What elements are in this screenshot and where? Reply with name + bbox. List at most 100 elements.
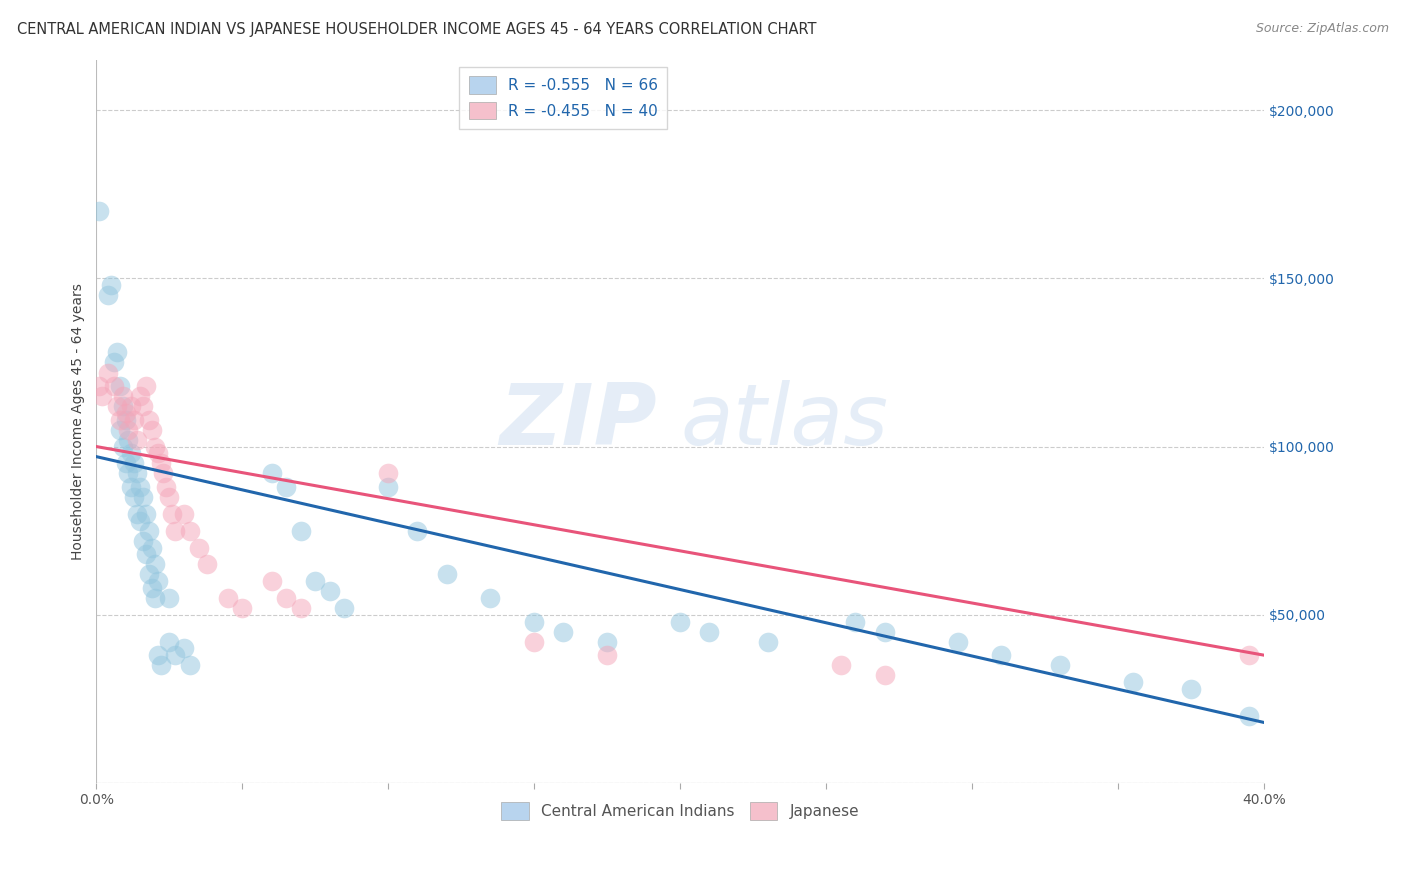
Point [143, 440, 166, 454]
Point [100, 278, 122, 293]
Point [146, 648, 169, 663]
Point [873, 624, 896, 639]
Point [124, 412, 146, 426]
Point [89, 379, 111, 393]
Point [157, 591, 180, 605]
Point [290, 524, 312, 538]
Point [406, 524, 429, 538]
Point [173, 641, 195, 656]
Point [231, 601, 253, 615]
Point [596, 634, 619, 648]
Point [146, 574, 169, 589]
Text: atlas: atlas [681, 380, 889, 463]
Point [149, 658, 172, 673]
Point [141, 423, 163, 437]
Point [1049, 658, 1071, 673]
Legend: Central American Indians, Japanese: Central American Indians, Japanese [495, 797, 865, 826]
Point [553, 624, 575, 639]
Point [260, 467, 283, 481]
Point [124, 456, 146, 470]
Point [129, 389, 152, 403]
Point [132, 399, 155, 413]
Point [143, 558, 166, 572]
Point [319, 584, 342, 599]
Point [141, 541, 163, 555]
Point [596, 648, 619, 663]
Point [290, 601, 312, 615]
Point [135, 507, 157, 521]
Point [143, 591, 166, 605]
Point [120, 446, 142, 460]
Point [844, 615, 866, 629]
Point [274, 480, 297, 494]
Point [1180, 681, 1202, 696]
Point [97, 366, 120, 380]
Point [162, 507, 184, 521]
Point [946, 634, 969, 648]
Point [479, 591, 502, 605]
Text: Source: ZipAtlas.com: Source: ZipAtlas.com [1256, 22, 1389, 36]
Point [173, 507, 195, 521]
Point [377, 467, 399, 481]
Point [304, 574, 326, 589]
Point [138, 567, 160, 582]
Point [108, 412, 131, 426]
Point [141, 581, 163, 595]
Point [873, 668, 896, 682]
Point [103, 379, 125, 393]
Point [149, 456, 172, 470]
Point [274, 591, 297, 605]
Point [108, 423, 131, 437]
Point [120, 399, 142, 413]
Point [165, 524, 187, 538]
Point [132, 533, 155, 548]
Point [179, 658, 201, 673]
Point [135, 379, 157, 393]
Point [179, 524, 201, 538]
Point [699, 624, 721, 639]
Point [114, 456, 136, 470]
Y-axis label: Householder Income Ages 45 - 64 years: Householder Income Ages 45 - 64 years [72, 283, 86, 560]
Point [111, 399, 134, 413]
Point [105, 399, 128, 413]
Point [195, 558, 218, 572]
Point [436, 567, 458, 582]
Point [108, 379, 131, 393]
Point [124, 490, 146, 504]
Point [260, 574, 283, 589]
Point [157, 490, 180, 504]
Point [127, 433, 149, 447]
Point [377, 480, 399, 494]
Point [129, 480, 152, 494]
Point [1239, 708, 1261, 723]
Text: ZIP: ZIP [499, 380, 657, 463]
Point [111, 440, 134, 454]
Point [135, 547, 157, 561]
Point [990, 648, 1012, 663]
Point [129, 514, 152, 528]
Point [165, 648, 187, 663]
Text: CENTRAL AMERICAN INDIAN VS JAPANESE HOUSEHOLDER INCOME AGES 45 - 64 YEARS CORREL: CENTRAL AMERICAN INDIAN VS JAPANESE HOUS… [17, 22, 817, 37]
Point [103, 355, 125, 369]
Point [127, 507, 149, 521]
Point [105, 345, 128, 359]
Point [146, 446, 169, 460]
Point [91, 389, 114, 403]
Point [97, 288, 120, 302]
Point [830, 658, 852, 673]
Point [120, 480, 142, 494]
Point [187, 541, 209, 555]
Point [114, 412, 136, 426]
Point [114, 406, 136, 420]
Point [217, 591, 239, 605]
Point [523, 634, 546, 648]
Point [117, 433, 139, 447]
Point [117, 423, 139, 437]
Point [333, 601, 356, 615]
Point [157, 634, 180, 648]
Point [138, 412, 160, 426]
Point [117, 467, 139, 481]
Point [127, 467, 149, 481]
Point [1122, 675, 1144, 690]
Point [138, 524, 160, 538]
